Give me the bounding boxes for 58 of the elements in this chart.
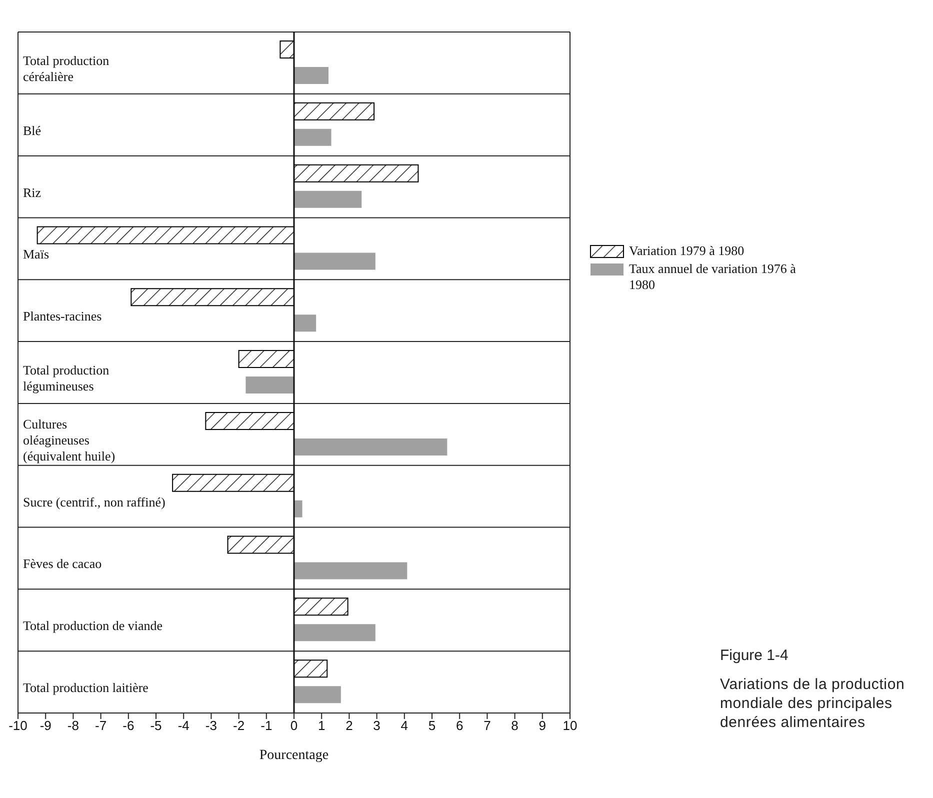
bar [294, 314, 316, 332]
bar [280, 40, 294, 58]
y-tick-label: Maïs [23, 246, 49, 262]
bar [227, 536, 294, 554]
x-tick-label: -7 [95, 718, 107, 734]
bar [294, 252, 376, 270]
bar [294, 598, 348, 616]
legend-label: Variation 1979 à 1980 [629, 243, 744, 259]
x-tick-label: 4 [400, 718, 408, 734]
bar [294, 686, 341, 704]
x-tick-label: 7 [484, 718, 491, 734]
x-tick-label: -3 [205, 718, 217, 734]
x-tick-label: 6 [456, 718, 464, 734]
x-tick-label: -1 [260, 718, 272, 734]
bar [238, 350, 294, 368]
y-tick-label: Blé [23, 122, 42, 138]
y-tick-label: Sucre (centrif., non raffiné) [23, 494, 166, 510]
bar [294, 624, 376, 642]
bar [294, 164, 419, 182]
y-tick-label: Cultures oléagineuses (équivalent huile) [23, 416, 116, 464]
x-tick-label: -4 [178, 718, 190, 734]
x-tick-label: -2 [233, 718, 245, 734]
y-tick-label: Total production céréalière [23, 52, 110, 84]
text: Variations de la production mondiale des principales denrées alimentaires [720, 675, 906, 732]
bar [294, 128, 332, 146]
bar [205, 412, 294, 430]
x-tick-label: 1 [318, 718, 326, 734]
y-tick-label: Total production de viande [23, 618, 163, 634]
bar [294, 438, 448, 456]
x-axis-title: Pourcentage [259, 748, 329, 763]
x-tick-label: -8 [67, 718, 79, 734]
x-tick-label: -6 [122, 718, 134, 734]
caption: Figure 1-4 [720, 646, 790, 665]
bar [294, 190, 362, 208]
y-tick-label: Fèves de cacao [23, 556, 102, 572]
y-tick-label: Total production légumineuses [23, 362, 110, 394]
bar [294, 660, 328, 678]
bar [172, 474, 294, 492]
x-tick-label: -5 [150, 718, 162, 734]
x-tick-label: 5 [428, 718, 436, 734]
x-tick-label: -10 [8, 718, 28, 734]
x-tick-label: -9 [40, 718, 52, 734]
y-tick-label: Plantes-racines [23, 308, 102, 324]
x-tick-label: 0 [290, 718, 298, 734]
legend-label: Taux annuel de variation 1976 à 1980 [629, 261, 797, 293]
bar [246, 376, 294, 394]
bar [294, 562, 408, 580]
bar [294, 67, 328, 84]
x-tick-label: 8 [511, 718, 518, 734]
bar [294, 102, 375, 120]
x-tick-label: 9 [538, 718, 546, 734]
bar [130, 288, 294, 306]
y-tick-label: Riz [23, 184, 42, 200]
x-tick-label: 3 [373, 718, 380, 734]
x-tick-label: 2 [346, 718, 353, 734]
x-tick-label: 10 [562, 718, 578, 734]
bar [36, 226, 294, 244]
y-tick-label: Total production laitière [23, 680, 149, 696]
